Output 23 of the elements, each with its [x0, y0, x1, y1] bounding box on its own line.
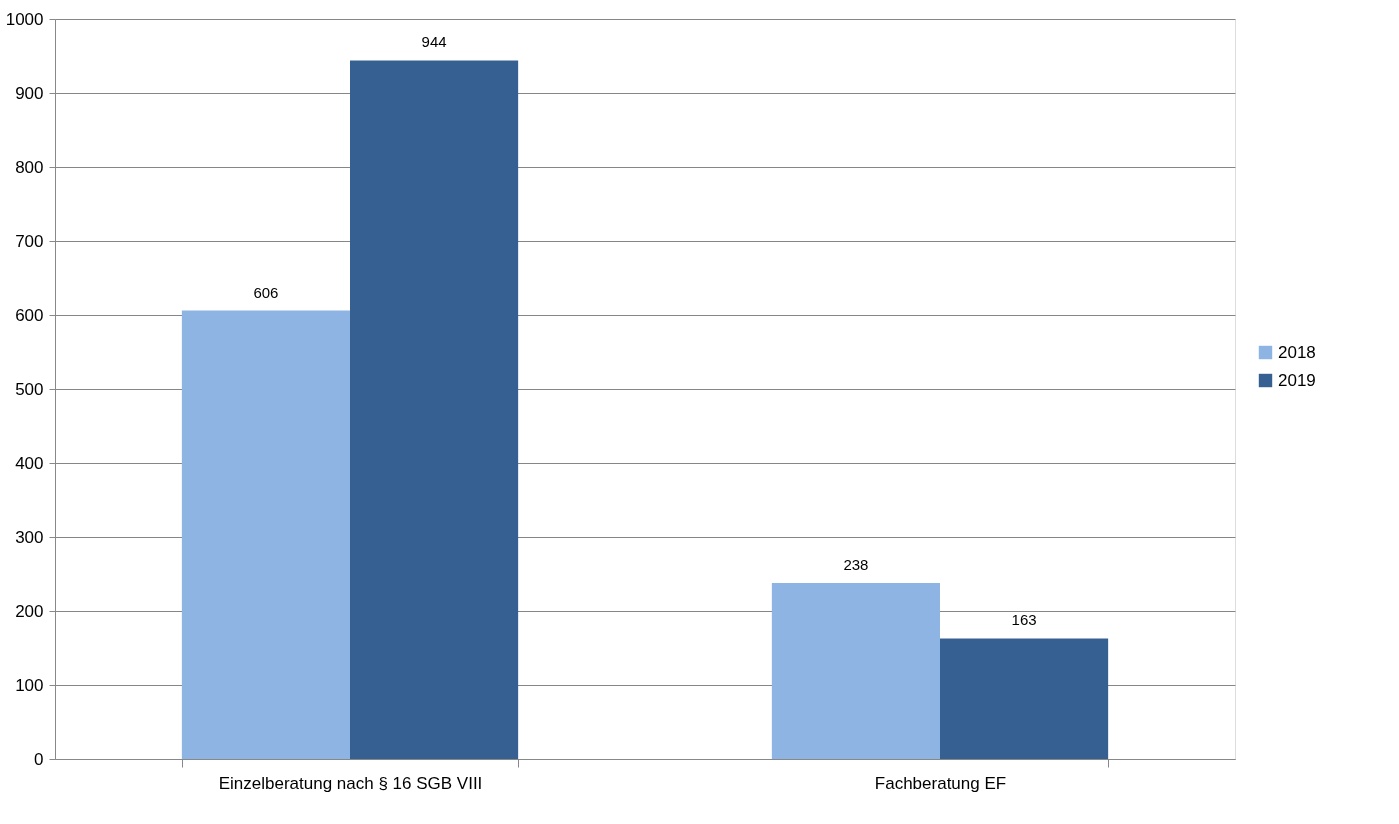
data-label: 163 [1011, 611, 1037, 629]
data-label: 944 [421, 33, 447, 51]
legend-label: 2019 [1278, 370, 1316, 390]
legend-label: 2018 [1278, 342, 1316, 362]
y-tick-label: 700 [15, 231, 44, 251]
y-tick-label: 800 [15, 157, 44, 177]
bar [350, 60, 519, 759]
data-label: 606 [253, 283, 279, 301]
bar [940, 638, 1109, 759]
bar [771, 582, 940, 759]
y-tick-label: 100 [15, 675, 44, 695]
x-tick-label: Fachberatung EF [874, 773, 1007, 793]
y-tick-label: 900 [15, 83, 44, 103]
y-tick-label: 500 [15, 379, 44, 399]
y-tick-label: 300 [15, 527, 44, 547]
bar [181, 310, 350, 759]
y-tick-label: 0 [34, 749, 44, 769]
x-tick-label: Einzelberatung nach § 16 SGB VIII [218, 773, 483, 793]
y-tick-label: 600 [15, 305, 44, 325]
y-tick-label: 200 [15, 601, 44, 621]
y-tick-label: 1000 [5, 9, 44, 29]
y-tick-label: 400 [15, 453, 44, 473]
data-label: 238 [843, 555, 869, 573]
